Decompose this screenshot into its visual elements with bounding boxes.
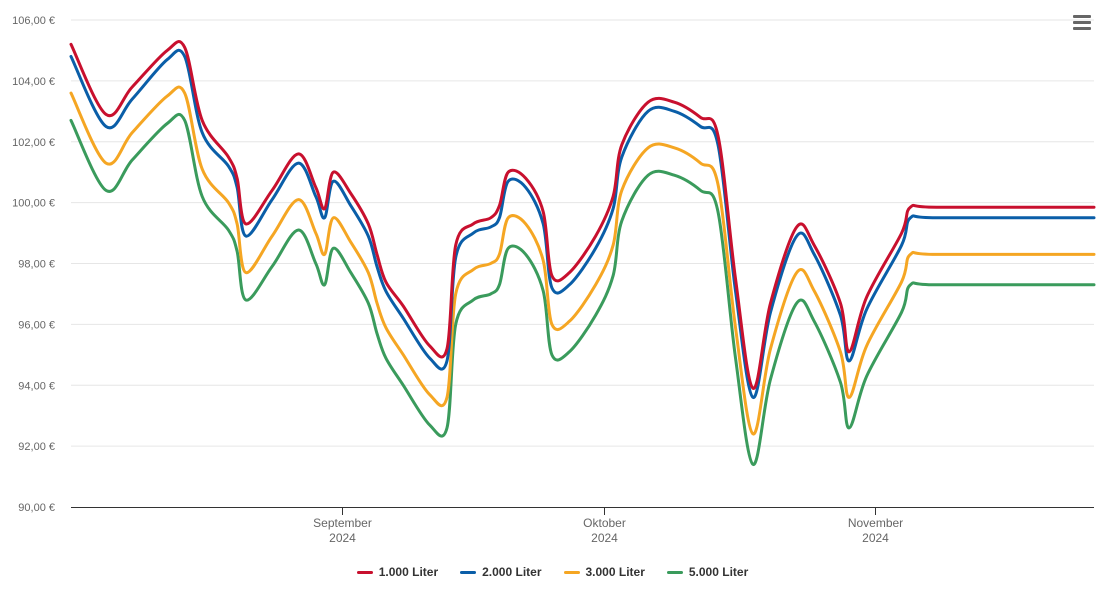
legend-swatch (666, 570, 683, 574)
series-line-5-000-liter[interactable] (69, 112, 1096, 466)
legend-item[interactable]: 5.000 Liter (666, 562, 749, 582)
chart-legend: 1.000 Liter 2.000 Liter 3.000 Liter 5.000 L… (0, 562, 1105, 582)
series-line-2-000-liter[interactable] (69, 48, 1096, 399)
legend-label: 1.000 Liter (378, 565, 439, 579)
y-tick-label: 106,00 € (12, 15, 55, 27)
chart-menu-button[interactable] (1071, 12, 1093, 32)
legend-item[interactable]: 2.000 Liter (460, 562, 542, 582)
y-tick-label: 100,00 € (12, 198, 55, 210)
legend-label: 2.000 Liter (482, 565, 542, 579)
legend-swatch (460, 570, 477, 574)
legend-swatch (563, 570, 580, 574)
series-line-3-000-liter[interactable] (69, 85, 1096, 436)
y-axis: 90,00 € 92,00 € 94,00 € 96,00 € 98,00 € 100,0… (12, 15, 55, 514)
series-line-1-000-liter[interactable] (69, 40, 1096, 390)
y-tick-label: 104,00 € (12, 76, 55, 88)
x-tick-label: Oktober (583, 516, 626, 530)
series-lines (69, 40, 1096, 466)
y-tick-label: 90,00 € (18, 502, 55, 514)
legend-label: 3.000 Liter (585, 565, 645, 579)
y-tick-label: 102,00 € (12, 137, 55, 149)
x-tick-label-year: 2024 (329, 531, 356, 545)
hamburger-menu-icon (1073, 15, 1091, 18)
legend-item[interactable]: 1.000 Liter (356, 562, 439, 582)
legend-label: 5.000 Liter (688, 565, 749, 579)
y-tick-label: 98,00 € (18, 259, 55, 271)
x-tick-label-year: 2024 (862, 531, 889, 545)
y-tick-label: 92,00 € (18, 441, 55, 453)
x-tick-label: September (313, 516, 372, 530)
x-tick-label: November (848, 516, 903, 530)
legend-swatch (356, 570, 373, 574)
y-tick-label: 94,00 € (18, 380, 55, 392)
legend-item[interactable]: 3.000 Liter (563, 562, 645, 582)
y-tick-label: 96,00 € (18, 319, 55, 331)
x-tick-label-year: 2024 (591, 531, 618, 545)
grid-lines (71, 19, 1094, 447)
